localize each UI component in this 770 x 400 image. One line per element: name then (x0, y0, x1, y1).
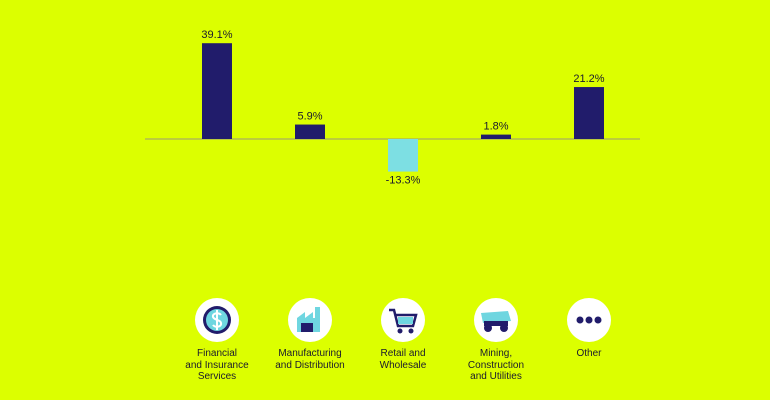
icon-dot (594, 316, 602, 324)
icon (481, 311, 511, 332)
icon-dollar (211, 310, 223, 330)
value-label: -13.3% (386, 174, 421, 186)
bar (481, 134, 511, 139)
icon (203, 306, 231, 334)
category-label: Mining, Construction and Utilities (467, 348, 525, 382)
icon-door (301, 323, 313, 332)
category-label: Financial and Insurance Services (185, 348, 249, 382)
icon-cart-fill (398, 317, 413, 324)
icon-dot (585, 316, 593, 324)
value-label: 21.2% (573, 73, 604, 85)
bar (295, 124, 325, 139)
icon-dot (576, 316, 584, 324)
icon-wheel (397, 328, 403, 334)
icon (389, 308, 418, 334)
value-label: 39.1% (201, 29, 232, 41)
icon (576, 316, 602, 324)
bar (388, 139, 418, 172)
icon-wheel (484, 324, 492, 332)
bar (202, 43, 232, 139)
category-label: Retail and Wholesale (379, 348, 427, 371)
icon-cart (389, 308, 418, 328)
icon-truck (481, 311, 511, 323)
icon (297, 307, 320, 332)
category-label: Other (576, 348, 602, 359)
icon-truck-body (484, 321, 508, 326)
value-label: 5.9% (297, 110, 322, 122)
bar (574, 87, 604, 139)
value-label: 1.8% (483, 120, 508, 132)
icon-wheel (408, 328, 414, 334)
category-label: Manufacturing and Distribution (275, 348, 345, 371)
icon-wheel (500, 324, 508, 332)
